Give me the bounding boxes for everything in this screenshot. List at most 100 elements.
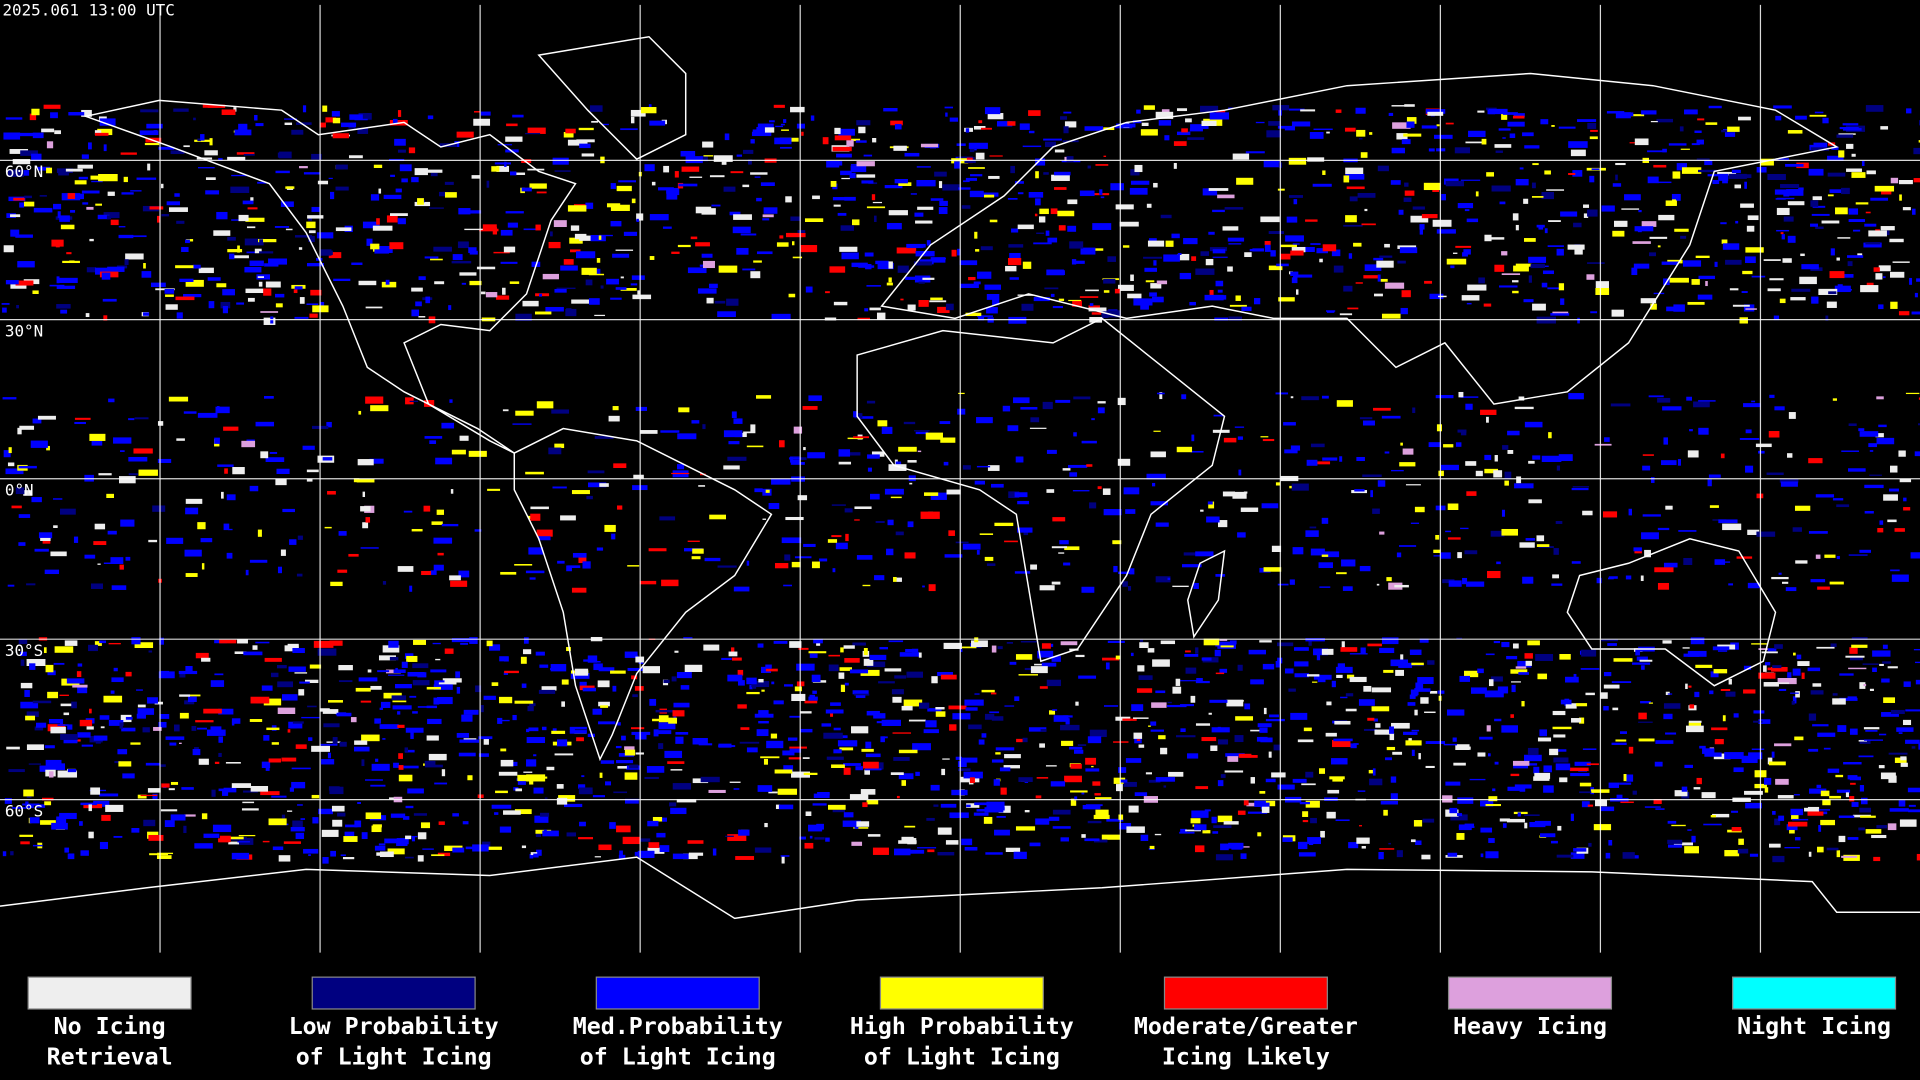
icing-patch	[1808, 168, 1824, 176]
icing-patch	[1152, 482, 1156, 487]
icing-patch	[1372, 508, 1380, 514]
icing-patch	[900, 298, 904, 301]
icing-patch	[610, 204, 630, 211]
icing-patch	[569, 726, 587, 734]
icing-patch	[220, 301, 231, 309]
icing-patch	[1165, 240, 1174, 247]
icing-patch	[1155, 777, 1176, 782]
icing-patch	[184, 700, 195, 705]
icing-patch	[514, 564, 533, 566]
icing-patch	[667, 761, 685, 764]
icing-patch	[926, 240, 931, 246]
icing-patch	[1022, 261, 1032, 269]
icing-patch	[610, 670, 626, 674]
icing-patch	[329, 640, 343, 646]
icing-patch	[1283, 422, 1296, 426]
icing-patch	[1391, 147, 1405, 154]
icing-patch	[833, 727, 841, 731]
icing-patch	[840, 225, 854, 231]
icing-patch	[1644, 806, 1661, 808]
icing-patch	[1881, 678, 1890, 683]
icing-patch	[1772, 810, 1776, 815]
icing-patch	[1172, 585, 1189, 588]
icing-patch	[1831, 146, 1839, 150]
icing-patch	[1501, 251, 1508, 256]
icing-patch	[433, 564, 444, 571]
icing-patch	[570, 672, 590, 679]
icing-patch	[1502, 445, 1509, 450]
icing-patch	[529, 577, 536, 580]
icing-patch	[513, 172, 526, 175]
icing-patch	[1815, 226, 1824, 229]
icing-patch	[1807, 667, 1821, 672]
icing-patch	[780, 855, 790, 857]
icing-patch	[1556, 854, 1574, 858]
icing-patch	[989, 219, 998, 223]
icing-patch	[550, 664, 567, 672]
icing-patch	[1547, 287, 1562, 290]
icing-patch	[152, 793, 158, 800]
icing-patch	[294, 316, 309, 319]
icing-patch	[1384, 451, 1390, 454]
icing-patch	[1386, 577, 1392, 582]
icing-patch	[1443, 743, 1458, 746]
icing-patch	[63, 712, 70, 716]
icing-patch	[356, 478, 375, 483]
icing-patch	[1782, 258, 1792, 263]
icing-patch	[1514, 406, 1534, 410]
icing-patch	[904, 552, 916, 559]
icing-patch	[706, 297, 714, 304]
icing-patch	[1159, 392, 1163, 400]
icing-patch	[259, 239, 264, 245]
icing-patch	[730, 171, 744, 174]
icing-patch	[50, 112, 58, 119]
icing-patch	[1847, 837, 1859, 840]
icing-patch	[1888, 752, 1908, 755]
icing-patch	[843, 767, 851, 775]
icing-patch	[26, 711, 39, 717]
icing-patch	[1541, 282, 1548, 288]
icing-patch	[984, 284, 1002, 290]
icing-patch	[337, 812, 346, 817]
icing-patch	[1016, 738, 1023, 743]
icing-patch	[404, 749, 415, 753]
icing-patch	[1691, 279, 1700, 285]
icing-patch	[1595, 281, 1609, 289]
icing-patch	[195, 720, 214, 723]
icing-patch	[1122, 718, 1137, 721]
icing-patch	[635, 733, 647, 740]
icing-patch	[1486, 725, 1491, 732]
icing-patch	[1245, 151, 1265, 154]
icing-patch	[1751, 748, 1765, 750]
icing-patch	[86, 726, 94, 730]
icing-patch	[1487, 109, 1496, 115]
icing-patch	[536, 401, 554, 409]
icing-patch	[1275, 482, 1281, 486]
icing-patch	[1865, 105, 1884, 112]
icing-patch	[1133, 732, 1143, 739]
icing-patch	[1407, 702, 1416, 706]
legend-swatch	[311, 976, 476, 1010]
icing-patch	[1262, 663, 1275, 670]
icing-patch	[610, 183, 616, 189]
icing-patch	[59, 812, 77, 820]
icing-patch	[25, 804, 34, 809]
icing-patch	[1250, 729, 1264, 732]
icing-patch	[1674, 228, 1689, 232]
icing-patch	[1119, 779, 1128, 783]
icing-patch	[1297, 739, 1314, 743]
icing-patch	[514, 809, 532, 815]
icing-patch	[99, 118, 116, 126]
icing-patch	[1568, 393, 1584, 400]
icing-patch	[97, 214, 110, 220]
icing-patch	[969, 148, 975, 153]
icing-patch	[1419, 638, 1429, 643]
icing-patch	[1725, 259, 1742, 265]
icing-patch	[311, 206, 320, 212]
icing-patch	[23, 201, 35, 207]
icing-patch	[395, 684, 412, 689]
icing-patch	[227, 236, 236, 241]
icing-patch	[598, 721, 616, 725]
icing-patch	[1522, 576, 1534, 584]
icing-patch	[1377, 480, 1386, 487]
